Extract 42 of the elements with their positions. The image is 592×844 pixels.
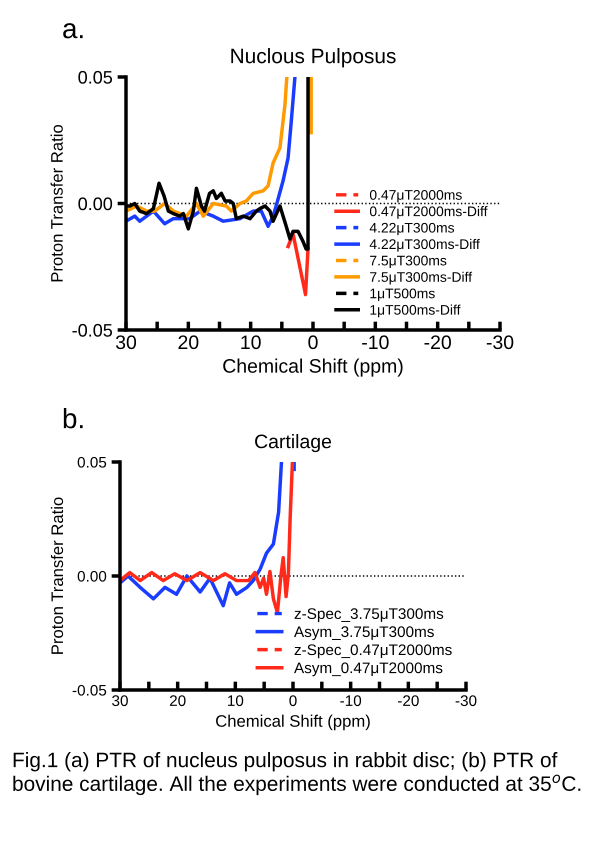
x-axis-title: Chemical Shift (ppm) (223, 358, 403, 377)
x-tick-label: 20 (178, 335, 198, 350)
x-tick-label: 30 (112, 695, 128, 706)
y-tick-label: 0.05 (78, 456, 106, 468)
legend-label: 0.47μT2000ms (370, 190, 462, 202)
legend-label: 7.5μT300ms (370, 256, 446, 268)
x-tick-label: 10 (241, 335, 261, 350)
y-tick-label: -0.05 (72, 684, 106, 696)
legend-label: 7.5μT300ms-Diff (370, 272, 472, 284)
x-tick-label: -10 (362, 335, 389, 350)
x-tick-label: -20 (424, 335, 451, 350)
legend-label: Asym_0.47μT2000ms (294, 662, 442, 676)
legend-label: 4.22μT300ms (370, 222, 454, 236)
y-tick-label: 0.00 (78, 570, 106, 582)
x-axis-title: Chemical Shift (ppm) (216, 714, 370, 730)
x-tick-label: -10 (340, 695, 362, 706)
line-series (286, 232, 310, 296)
x-tick-label: 30 (116, 335, 136, 350)
y-tick-label: 0.00 (78, 197, 112, 210)
x-tick-label: -30 (486, 335, 514, 350)
y-axis-title: Proton Transfer Ratio (50, 124, 63, 282)
legend-label: z-Spec_0.47μT2000ms (294, 644, 452, 658)
x-tick-label: -30 (456, 695, 476, 706)
legend-label: 4.22μT300ms-Diff (370, 238, 480, 252)
y-tick-label: 0.05 (78, 70, 112, 84)
y-axis-title: Proton Transfer Ratio (50, 497, 64, 654)
legend-label: z-Spec_3.75μT300ms (294, 608, 444, 622)
legend-label: Asym_3.75μT300ms (294, 626, 434, 640)
legend-label: 1μT500ms (370, 288, 435, 301)
x-tick-label: 10 (228, 695, 244, 706)
text: b. (64, 408, 83, 428)
x-tick-label: -20 (398, 695, 419, 706)
chart-title: Cartilage (255, 434, 332, 452)
text: a. (63, 23, 83, 38)
caption: Fig.1 (a) PTR of nucleus pulposus in rabbit disc; (b) PTR of bovine cartilage. All the experiments were conducted at 35$^{o}$C. (13, 752, 580, 796)
chart-title: Nuclous Pulposus (231, 48, 396, 68)
y-tick-label: -0.05 (72, 324, 112, 337)
x-tick-label: 20 (170, 695, 186, 706)
x-tick-label: 0 (308, 335, 318, 350)
legend-label: 0.47μT2000ms-Diff (370, 206, 488, 219)
x-tick-label: 0 (289, 695, 297, 706)
legend-label: 1μT500ms-Diff (370, 304, 460, 318)
